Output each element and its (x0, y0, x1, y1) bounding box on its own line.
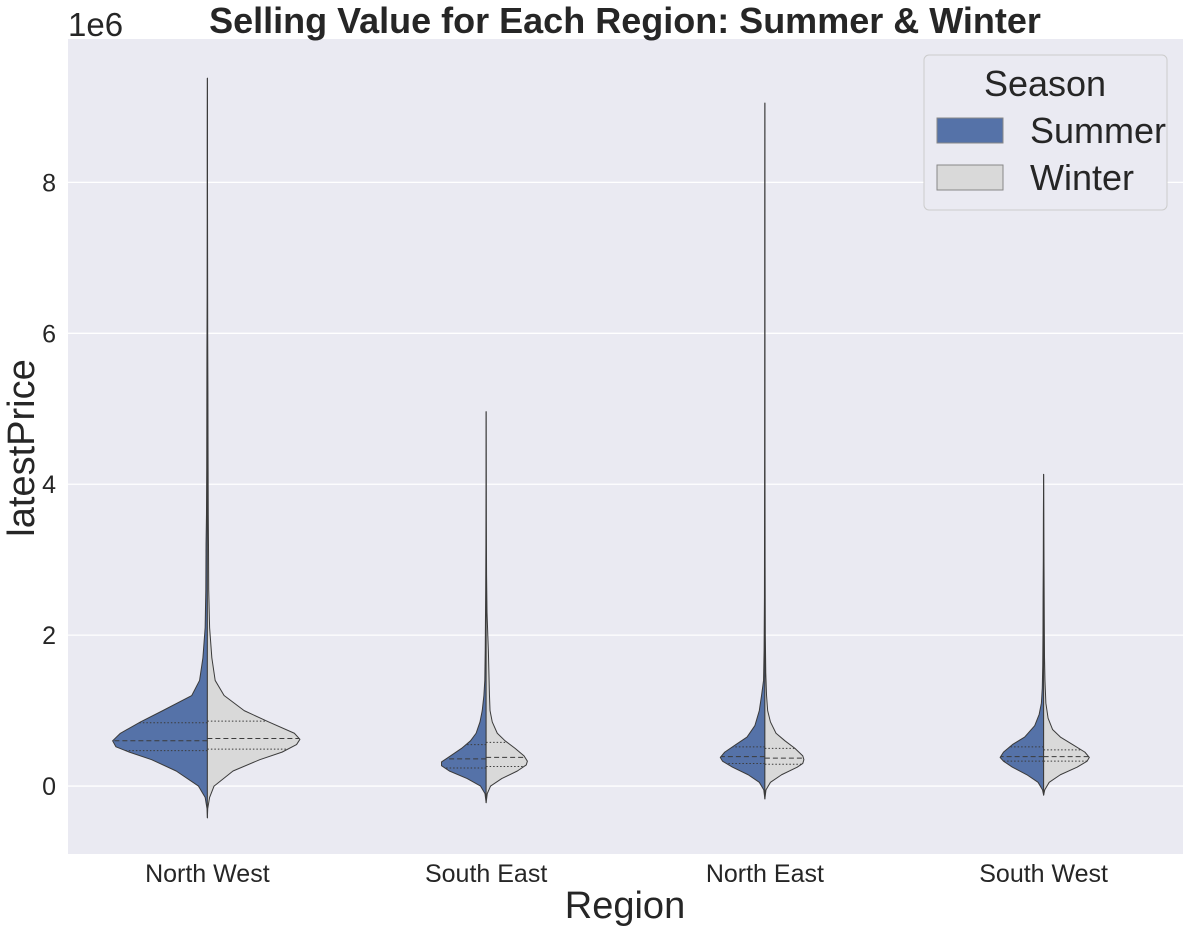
legend-title: Season (984, 63, 1106, 104)
x-tick-label: South West (979, 860, 1108, 888)
legend-swatch-winter (936, 164, 1004, 191)
x-tick-label: North East (706, 860, 824, 888)
y-offset-label: 1e6 (68, 6, 123, 43)
x-axis-title: Region (565, 885, 685, 927)
grid-lines (68, 181, 1183, 787)
y-tick-label: 6 (42, 320, 56, 348)
y-tick-label: 8 (42, 169, 56, 197)
x-tick-label: North West (145, 860, 270, 888)
y-tick-label: 4 (42, 471, 56, 499)
y-tick-labels: 0 2 4 6 8 (42, 169, 56, 801)
violin-winter-south-east (485, 411, 528, 804)
y-tick-label: 0 (42, 773, 56, 801)
legend-label-winter: Winter (1030, 157, 1134, 198)
x-tick-labels: North West South East North East South West (145, 860, 1108, 888)
y-axis-title: latestPrice (1, 359, 43, 536)
chart-title: Selling Value for Each Region: Summer & … (209, 0, 1041, 41)
violin-winter-north-west (206, 77, 301, 819)
violin-winter-north-east (764, 102, 805, 800)
violin-group (112, 77, 1090, 819)
legend-label-summer: Summer (1030, 110, 1166, 151)
y-tick-label: 2 (42, 622, 56, 650)
legend: Season Summer Winter (923, 54, 1168, 211)
legend-swatch-summer (936, 117, 1004, 144)
x-tick-label: South East (425, 860, 547, 888)
violin-winter-south-west (1043, 473, 1090, 796)
